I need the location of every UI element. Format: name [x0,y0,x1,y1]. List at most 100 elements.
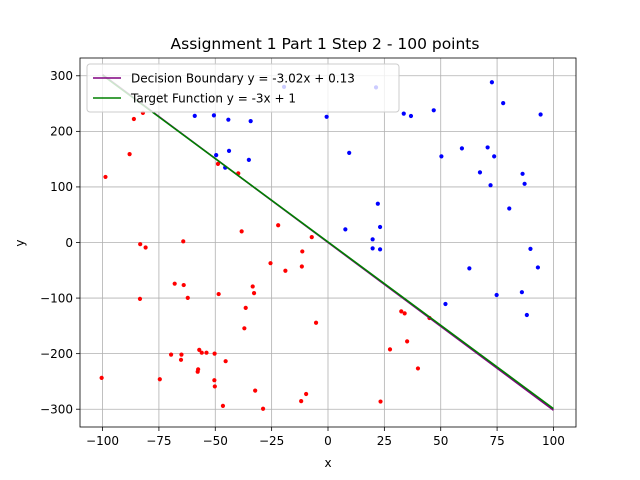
data-point [242,326,247,331]
data-point [179,352,184,357]
data-point [415,366,421,371]
data-point [408,113,414,119]
data-point [197,347,202,352]
data-point [220,403,226,408]
data-point [528,246,533,251]
x-tick-label: 25 [377,434,392,448]
y-tick-label: 300 [50,69,73,83]
data-point [223,359,228,364]
data-point [248,119,253,124]
data-point [204,350,209,355]
data-point [143,245,148,250]
data-point [377,224,383,230]
data-point [467,266,472,271]
legend-box [86,63,400,113]
data-point [214,153,219,158]
data-point [172,281,177,286]
data-point [299,399,304,404]
data-point [375,201,380,206]
legend: Decision Boundary y = -3.02x + 0.13 Targe… [86,63,400,113]
axes: −100 −75 −50 −25 0 25 50 75 100 −300 −200 −100 0 100 2… [40,69,565,448]
data-point [485,145,490,150]
data-point [401,111,406,116]
x-axis-label: x [324,456,331,470]
grid-lines [80,58,576,427]
data-point [127,152,132,157]
data-point [157,377,162,382]
data-point [347,150,352,155]
data-point [216,291,221,297]
data-point [226,117,231,122]
plot-frame [79,57,577,428]
data-point [251,291,257,296]
data-point [212,351,217,356]
data-point [405,339,410,344]
data-point [181,282,186,288]
data-point [253,388,258,393]
data-point [215,161,221,166]
data-point [477,170,483,175]
data-point [387,347,393,352]
legend-label: Target Function y = -3x + 1 [130,92,296,106]
data-point [439,154,444,159]
data-point [300,249,305,254]
data-point [192,113,197,118]
data-point [402,311,407,316]
data-point [494,292,499,298]
data-point [378,399,383,404]
x-tick-label: 75 [489,434,504,448]
data-point [103,174,108,180]
data-point [522,181,527,186]
data-point [520,171,525,176]
data-point [138,242,143,247]
data-point [276,223,281,228]
data-point [309,235,314,240]
data-point [299,264,304,269]
x-tick-label: −100 [86,434,119,448]
chart-title: Assignment 1 Part 1 Step 2 - 100 points [171,35,480,53]
x-tick-label: 100 [542,434,565,448]
y-tick-label: −200 [40,347,73,361]
scatter-points [99,80,543,411]
x-tick-label: −75 [146,434,171,448]
y-tick-label: −300 [40,403,73,417]
data-point [377,247,383,252]
data-point [178,357,184,362]
x-tick-label: 50 [433,434,448,448]
data-point [131,116,136,122]
data-point [535,265,540,270]
y-tick-label: 100 [50,180,73,194]
data-point [501,101,506,106]
data-point [268,261,273,266]
y-axis-label: y [13,239,27,246]
data-point [524,312,529,318]
data-point [250,284,255,289]
data-point [212,378,217,383]
x-tick-label: −50 [203,434,228,448]
data-point [324,114,329,119]
data-point [507,206,512,211]
y-tick-label: −100 [40,291,73,305]
data-point [211,113,217,118]
data-point [519,290,524,295]
data-point [488,183,493,188]
data-point [443,301,448,307]
function-lines [102,73,554,411]
data-point [492,154,497,159]
data-point [199,350,204,355]
data-point [195,369,200,374]
data-point [226,148,232,153]
x-tick-label: 0 [324,434,332,448]
data-point [370,237,375,242]
data-point [431,108,436,113]
data-point [137,296,143,302]
data-point [459,146,465,151]
y-tick-label: 0 [65,236,73,250]
data-point [246,157,251,162]
data-point [489,80,495,85]
data-point [538,112,543,117]
x-tick-label: −25 [259,434,284,448]
data-point [239,229,244,234]
data-point [260,406,266,411]
